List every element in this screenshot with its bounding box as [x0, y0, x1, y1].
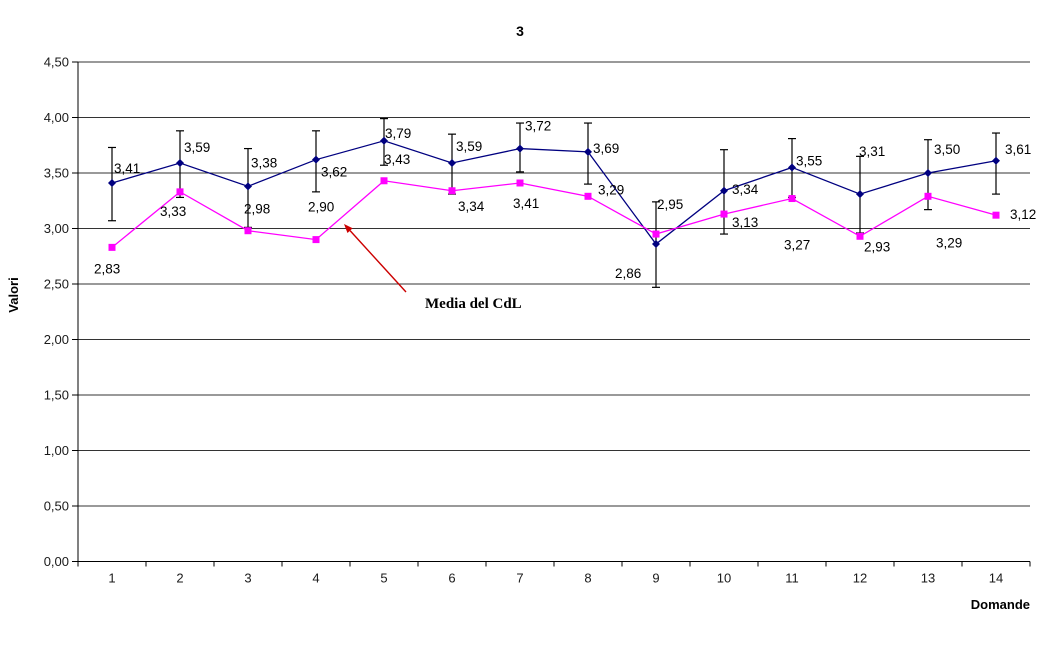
data-point-square [176, 188, 184, 196]
x-tick-label: 4 [312, 571, 319, 586]
data-point-square [992, 211, 1000, 219]
y-tick-label: 4,00 [44, 110, 69, 125]
data-point-square [108, 243, 116, 251]
data-label: 3,29 [936, 235, 962, 250]
data-point-square [584, 192, 592, 200]
y-tick-label: 2,00 [44, 332, 69, 347]
y-tick-label: 3,50 [44, 166, 69, 181]
data-point-diamond [312, 155, 320, 164]
data-label: 3,38 [251, 155, 277, 170]
data-label: 3,62 [321, 165, 347, 180]
annotation-text: Media del CdL [425, 296, 522, 312]
data-label: 3,34 [458, 199, 485, 214]
data-label: 3,72 [525, 119, 551, 134]
chart-title: 3 [516, 23, 524, 39]
x-tick-label: 3 [244, 571, 251, 586]
data-point-diamond [856, 190, 864, 199]
data-label: 3,59 [456, 139, 482, 154]
x-tick-label: 2 [176, 571, 183, 586]
data-point-diamond [176, 159, 184, 168]
y-tick-label: 2,50 [44, 277, 69, 292]
data-point-diamond [244, 182, 252, 191]
data-point-square [448, 187, 456, 195]
x-tick-label: 8 [584, 571, 591, 586]
y-tick-label: 0,00 [44, 554, 69, 569]
x-tick-label: 6 [448, 571, 455, 586]
data-label: 2,98 [244, 202, 270, 217]
data-label: 3,50 [934, 142, 960, 157]
data-label: 3,41 [114, 161, 140, 176]
data-label: 3,59 [184, 140, 210, 155]
data-label: 2,93 [864, 239, 890, 254]
x-tick-label: 14 [989, 571, 1003, 586]
data-point-square [516, 179, 524, 187]
data-label: 2,95 [657, 197, 683, 212]
data-label: 3,61 [1005, 142, 1031, 157]
x-tick-label: 11 [785, 571, 799, 586]
annotation-arrow-head [344, 224, 353, 234]
data-label: 3,31 [859, 144, 885, 159]
data-point-square [924, 192, 932, 200]
annotation-arrow-line [349, 230, 407, 293]
data-point-diamond [992, 156, 1000, 165]
data-point-diamond [788, 163, 796, 172]
data-point-diamond [516, 144, 524, 153]
data-label: 3,29 [598, 182, 624, 197]
data-point-square [380, 177, 388, 185]
y-tick-label: 0,50 [44, 499, 69, 514]
data-point-square [652, 230, 660, 238]
x-tick-label: 9 [652, 571, 659, 586]
y-tick-label: 3,00 [44, 221, 69, 236]
data-point-square [788, 195, 796, 203]
data-label: 2,90 [308, 200, 334, 215]
x-tick-label: 13 [921, 571, 935, 586]
y-tick-label: 1,50 [44, 388, 69, 403]
data-label: 3,13 [732, 215, 758, 230]
data-point-diamond [584, 147, 592, 156]
data-point-diamond [380, 136, 388, 145]
data-point-diamond [448, 159, 456, 168]
data-label: 3,41 [513, 196, 539, 211]
data-point-square [720, 210, 728, 218]
data-label: 3,69 [593, 141, 619, 156]
data-point-square [312, 236, 320, 244]
data-label: 3,34 [732, 182, 759, 197]
x-tick-label: 10 [717, 571, 731, 586]
x-tick-label: 7 [516, 571, 523, 586]
data-label: 3,79 [385, 126, 411, 141]
data-label: 3,43 [384, 152, 410, 167]
x-tick-label: 1 [108, 571, 115, 586]
x-axis-title: Domande [971, 597, 1030, 612]
data-point-diamond [652, 240, 660, 249]
y-axis-title: Valori [6, 277, 21, 312]
data-label: 3,33 [160, 204, 186, 219]
y-tick-label: 1,00 [44, 443, 69, 458]
x-tick-label: 5 [380, 571, 387, 586]
series-line-1 [111, 140, 997, 245]
data-label: 2,83 [94, 261, 120, 276]
data-label: 3,27 [784, 238, 810, 253]
data-point-diamond [720, 186, 728, 195]
data-point-square [244, 227, 252, 235]
data-label: 3,12 [1010, 207, 1036, 222]
data-label: 2,86 [615, 266, 641, 281]
data-point-square [856, 232, 864, 240]
data-point-diamond [108, 178, 116, 187]
x-tick-label: 12 [853, 571, 867, 586]
data-label: 3,55 [796, 153, 822, 168]
data-point-diamond [924, 169, 932, 177]
series-line-2 [111, 180, 997, 248]
y-tick-label: 4,50 [44, 55, 69, 70]
